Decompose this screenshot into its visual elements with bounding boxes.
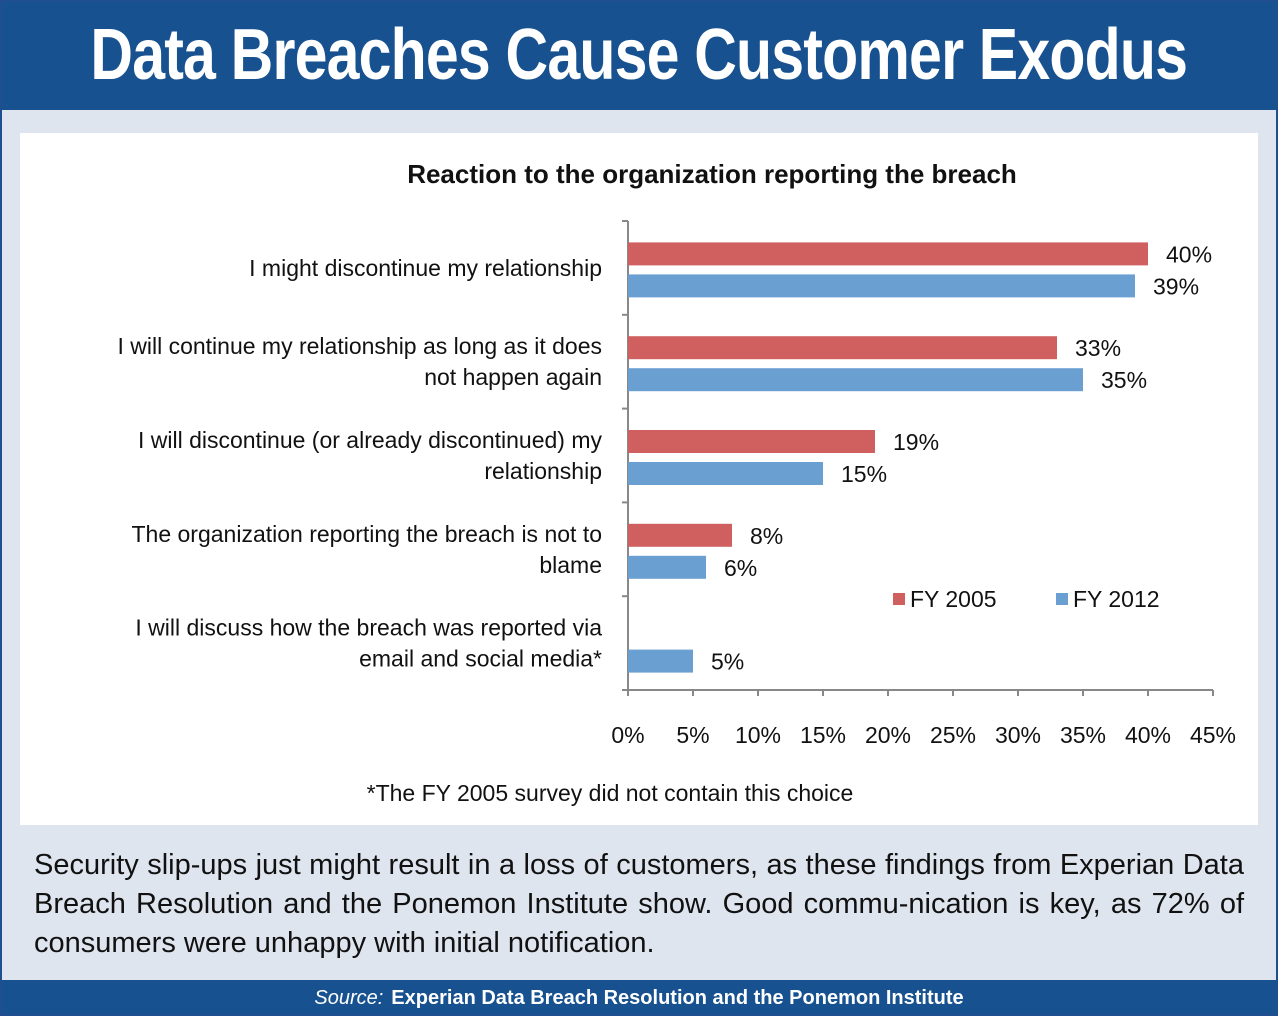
x-tick-label: 20% [865,722,911,748]
x-tick-label: 25% [930,722,976,748]
data-label: 6% [724,555,757,581]
x-tick-label: 5% [676,722,709,748]
bar [628,274,1135,298]
data-label: 19% [893,429,939,455]
category-label: I will continue my relationship as long … [117,333,602,359]
bar [628,242,1148,266]
data-label: 15% [841,461,887,487]
category-label: relationship [484,458,602,484]
chart-panel: Reaction to the organization reporting t… [20,133,1258,825]
source-text: Experian Data Breach Resolution and the … [391,986,964,1009]
x-tick-label: 40% [1125,722,1171,748]
data-label: 39% [1153,273,1199,299]
category-label: blame [539,552,602,578]
x-tick-label: 35% [1060,722,1106,748]
legend-swatch [893,593,905,605]
category-label: not happen again [424,364,602,390]
category-label: I will discuss how the breach was report… [135,615,602,641]
x-tick-label: 10% [735,722,781,748]
bar [628,649,693,673]
data-label: 5% [711,649,744,675]
legend-swatch [1056,593,1068,605]
data-label: 8% [750,523,783,549]
header-banner: Data Breaches Cause Customer Exodus [0,0,1278,110]
data-label: 35% [1101,367,1147,393]
bar [628,430,875,453]
chart-footnote: *The FY 2005 survey did not contain this… [367,780,854,806]
x-tick-label: 45% [1190,722,1236,748]
bar [628,336,1057,360]
legend-label: FY 2012 [1073,586,1160,612]
bar [628,523,732,547]
source-label: Source: [314,986,384,1009]
data-label: 33% [1075,335,1121,361]
bar [628,368,1083,392]
bar [628,462,823,485]
category-label: I might discontinue my relationship [249,255,602,281]
bar [628,555,706,579]
caption-text: Security slip-ups just might result in a… [34,849,1244,959]
legend-label: FY 2005 [910,586,997,612]
category-label: The organization reporting the breach is… [131,521,602,547]
source-footer: Source: Experian Data Breach Resolution … [0,980,1278,1016]
x-tick-label: 30% [995,722,1041,748]
bar-chart: Reaction to the organization reporting t… [117,159,1236,806]
x-tick-label: 15% [800,722,846,748]
category-label: I will discontinue (or already discontin… [138,427,603,453]
data-label: 40% [1166,241,1212,267]
page-title: Data Breaches Cause Customer Exodus [90,15,1189,95]
x-tick-label: 0% [611,722,644,748]
category-label: email and social media* [359,646,602,672]
chart-title: Reaction to the organization reporting t… [407,159,1017,189]
